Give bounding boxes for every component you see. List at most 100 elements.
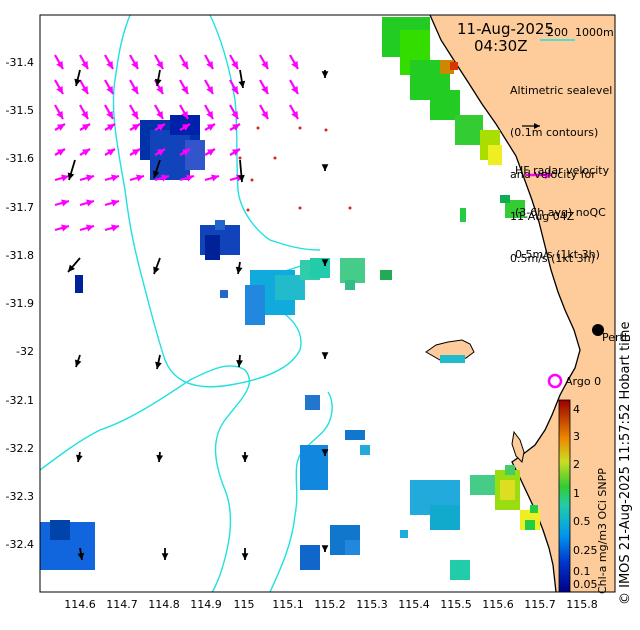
hf-radar-arrow — [229, 54, 239, 70]
scale-label: 200 1000m — [547, 26, 614, 39]
hf-radar-arrow — [104, 224, 120, 232]
colorbar-tick: 0.5 — [573, 515, 591, 528]
x-tick: 115.2 — [314, 598, 346, 611]
hf-radar-arrow — [54, 79, 64, 95]
hf-radar-arrow — [54, 224, 70, 232]
hf-radar-arrow — [79, 199, 95, 207]
hf-radar-arrow — [79, 224, 95, 232]
altimetry-arrow — [161, 548, 169, 560]
hf-radar-arrow — [204, 79, 214, 95]
hf-radar-arrow — [179, 54, 189, 70]
x-tick: 114.9 — [190, 598, 222, 611]
y-tick: -31.6 — [5, 152, 34, 165]
altimetry-legend-arrow — [522, 123, 540, 129]
hf-radar-arrow — [129, 174, 145, 182]
hf-radar-arrow — [229, 104, 239, 120]
x-tick: 115.3 — [356, 598, 388, 611]
hf-radar-arrow — [79, 123, 91, 131]
hf-radar-arrow — [259, 104, 269, 120]
y-tick: -32.4 — [5, 538, 34, 551]
altimetry-arrow — [241, 452, 249, 462]
altimetry-arrow — [154, 69, 162, 87]
hf-radar-arrow — [179, 174, 195, 182]
x-tick: 115.7 — [524, 598, 556, 611]
hf-radar-arrow — [204, 54, 214, 70]
y-tick: -32 — [16, 345, 34, 358]
hf-radar-arrow — [229, 79, 239, 95]
hf-radar-arrow — [179, 79, 189, 95]
altimetry-note-line: 0.5m/s (1kt 3h) — [510, 252, 595, 265]
altimetry-note: Altimetric sealevel (0.1m contours) and … — [510, 56, 612, 280]
argo-marker — [547, 373, 563, 389]
radar-point — [250, 178, 254, 182]
hf-note-line: 0.5m/s (1kt 3h) — [515, 248, 600, 261]
altimetry-arrow — [74, 354, 82, 368]
hf-radar-arrow — [54, 199, 70, 207]
altimetry-arrow — [236, 354, 243, 368]
hf-radar-arrow — [229, 148, 241, 156]
y-tick: -31.5 — [5, 104, 34, 117]
altimetry-note-line: 11-Aug 04Z — [510, 210, 575, 223]
altimetry-arrow — [152, 159, 161, 179]
hf-radar-arrow — [104, 123, 116, 131]
y-tick: -31.7 — [5, 201, 34, 214]
hf-radar-arrow — [154, 123, 166, 131]
hf-radar-arrow — [154, 174, 170, 182]
hf-radar-arrow — [179, 148, 191, 156]
altimetry-arrow — [321, 352, 329, 359]
radar-point — [324, 128, 328, 132]
hf-radar-arrow — [54, 123, 66, 131]
x-tick: 115.6 — [482, 598, 514, 611]
altimetry-note-line: and velocity for — [510, 168, 596, 181]
colorbar-tick: 3 — [573, 430, 580, 443]
hf-radar-arrow — [104, 174, 120, 182]
hf-radar-arrow — [79, 148, 91, 156]
hf-radar-arrow — [54, 148, 66, 156]
hf-radar-arrow — [79, 54, 89, 70]
hf-radar-arrow — [129, 79, 139, 95]
argo-label: Argo 0 — [565, 375, 602, 388]
radar-point — [273, 156, 277, 160]
perth-label: Perth — [602, 331, 631, 344]
hf-radar-arrow — [204, 104, 214, 120]
radar-point — [298, 206, 302, 210]
hf-radar-arrows — [54, 54, 299, 232]
colorbar-tick: 0.1 — [573, 565, 591, 578]
colorbar — [558, 399, 571, 593]
hf-radar-arrow — [289, 79, 299, 95]
colorbar-tick: 2 — [573, 458, 580, 471]
hf-radar-arrow — [289, 104, 299, 120]
x-tick: 115.4 — [398, 598, 430, 611]
hf-radar-arrow — [204, 123, 216, 131]
radar-point — [238, 156, 242, 160]
x-tick: 114.7 — [106, 598, 138, 611]
colorbar-tick: 4 — [573, 403, 580, 416]
x-tick: 114.8 — [148, 598, 180, 611]
hf-radar-arrow — [79, 174, 95, 182]
hf-radar-legend-arrow — [526, 171, 552, 179]
x-tick: 115.8 — [566, 598, 598, 611]
hf-radar-arrow — [154, 148, 166, 156]
hf-radar-arrow — [79, 104, 89, 120]
hf-radar-arrow — [104, 199, 120, 207]
hf-radar-arrow — [289, 54, 299, 70]
garden-island — [511, 430, 525, 464]
x-tick: 115.1 — [272, 598, 304, 611]
radar-point — [256, 126, 260, 130]
radar-point — [348, 206, 352, 210]
date-title: 11-Aug-2025 — [457, 20, 555, 38]
hf-radar-arrow — [129, 54, 139, 70]
altimetry-note-line: Altimetric sealevel — [510, 84, 613, 97]
altimetry-arrow — [235, 261, 243, 275]
altimetry-arrow — [155, 354, 162, 370]
hf-radar-arrow — [259, 54, 269, 70]
altimetry-arrow — [156, 451, 164, 463]
altimetry-note-line: (0.1m contours) — [510, 126, 599, 139]
y-tick: -32.3 — [5, 490, 34, 503]
hf-radar-arrow — [104, 104, 114, 120]
colorbar-tick: 1 — [573, 487, 580, 500]
radar-point — [298, 126, 302, 130]
hf-radar-arrow — [129, 123, 141, 131]
hf-radar-arrow — [129, 148, 141, 156]
